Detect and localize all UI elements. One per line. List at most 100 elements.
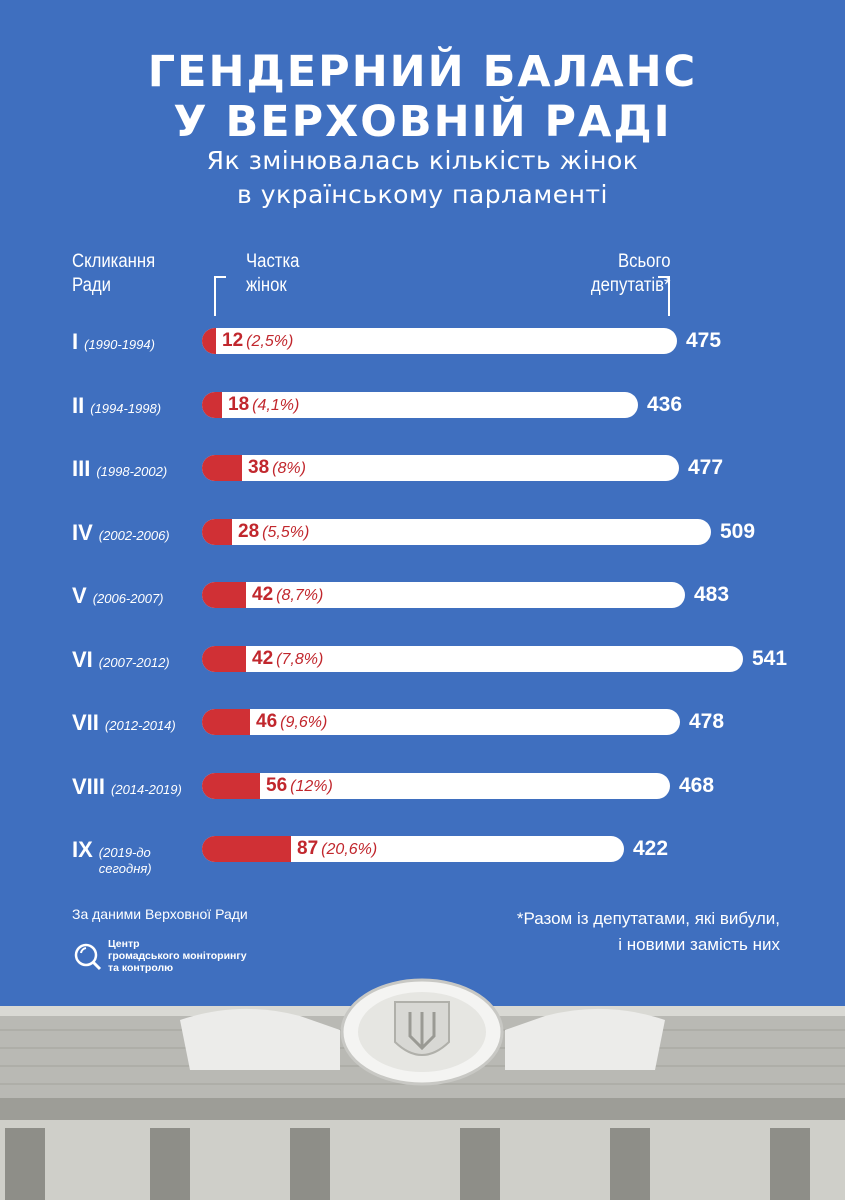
convocation-period: (2007-2012) [98,655,170,670]
header-total: Всього депутатів* [591,250,671,298]
women-value-label: 38 (8%) [248,458,306,479]
total-deputies-label: 509 [720,520,756,543]
women-count: 56 [266,775,288,796]
women-count: 12 [222,330,244,351]
women-bar [202,519,232,545]
convocation-label: VI (2007-2012) [72,647,170,673]
women-count: 42 [252,584,274,605]
magnifier-logo-icon [74,943,102,971]
total-deputies-bar: 87 (20,6%) [202,836,624,862]
convocation-period: (2019-до сегодня) [98,845,152,876]
footnote: *Разом із депутатами, які вибули, і нови… [517,906,780,958]
women-share: (2,5%) [246,333,294,350]
convocation-label: IX (2019-до сегодня) [72,837,159,877]
total-deputies-bar: 38 (8%) [202,455,679,481]
women-bar [202,773,260,799]
women-bar [202,455,242,481]
header-share-line-1: Частка [246,251,300,272]
footnote-line-1: *Разом із депутатами, які вибули, [516,909,780,928]
convocation-period: (2002-2006) [98,528,170,543]
share-bracket [214,276,226,316]
convocation-period: (1998-2002) [96,464,168,479]
women-value-label: 56 (12%) [266,776,333,797]
convocation-number: VII [72,710,99,735]
total-deputies-bar: 42 (7,8%) [202,646,743,672]
source-note: За даними Верховної Ради [72,906,248,922]
convocation-label: I (1990-1994) [72,329,155,355]
header-share-line-2: жінок [246,275,287,296]
convocation-label: VII (2012-2014) [72,710,176,736]
convocation-number: V [72,583,87,608]
header-convocation-line-1: Скликання [72,251,156,272]
women-share: (12%) [290,778,333,795]
logo: Центр громадського моніторингу та контро… [72,938,247,974]
convocation-number: IV [72,520,93,545]
total-deputies-bar: 18 (4,1%) [202,392,638,418]
convocation-period: (2006-2007) [92,591,164,606]
women-bar [202,582,246,608]
convocation-label: III (1998-2002) [72,456,167,482]
header-share: Частка жінок [246,250,299,298]
logo-line-1: Центр [108,938,140,950]
convocation-number: I [72,329,79,354]
total-deputies-label: 483 [694,583,730,606]
convocation-label: IV (2002-2006) [72,520,170,546]
women-count: 46 [256,711,278,732]
convocation-label: II (1994-1998) [72,393,161,419]
total-deputies-bar: 46 (9,6%) [202,709,680,735]
women-share: (8,7%) [276,587,324,604]
logo-line-2: громадського моніторингу [108,950,247,962]
convocation-number: II [72,393,85,418]
parliament-building-image [0,978,845,1200]
logo-line-3: та контролю [108,962,174,974]
women-value-label: 42 (8,7%) [252,585,323,606]
women-value-label: 12 (2,5%) [222,331,293,352]
total-deputies-label: 468 [679,774,715,797]
women-value-label: 87 (20,6%) [297,839,377,860]
women-share: (20,6%) [321,841,378,858]
women-bar [202,709,250,735]
header-total-line-1: Всього [617,251,671,272]
total-deputies-label: 422 [633,837,669,860]
total-deputies-bar: 56 (12%) [202,773,670,799]
convocation-period: (1990-1994) [84,337,155,352]
convocation-label: V (2006-2007) [72,583,164,609]
convocation-number: III [72,456,91,481]
women-value-label: 46 (9,6%) [256,712,327,733]
women-count: 28 [238,521,260,542]
women-bar [202,646,246,672]
women-bar [202,328,216,354]
convocation-number: VIII [72,774,106,799]
convocation-number: VI [72,647,93,672]
women-share: (9,6%) [280,714,328,731]
women-value-label: 18 (4,1%) [228,395,299,416]
women-value-label: 28 (5,5%) [238,522,309,543]
women-share: (5,5%) [262,524,310,541]
total-bracket [658,276,670,316]
header-total-line-2: депутатів* [590,275,671,296]
convocation-period: (2014-2019) [111,782,182,797]
convocation-label: VIII (2014-2019) [72,774,182,800]
title-line-1: ГЕНДЕРНИЙ БАЛАНС [147,47,698,97]
header-convocation-line-2: Ради [72,275,111,296]
total-deputies-bar: 12 (2,5%) [202,328,677,354]
total-deputies-label: 541 [752,647,788,670]
subtitle-line-1: Як змінювалась кількість жінок [206,146,639,175]
title-line-2: У ВЕРХОВНІЙ РАДІ [173,97,672,147]
women-count: 42 [252,648,274,669]
logo-text: Центр громадського моніторингу та контро… [108,938,247,974]
convocation-number: IX [72,837,93,862]
women-share: (8%) [272,460,306,477]
header-convocation: Скликання Ради [72,250,155,298]
women-bar [202,392,222,418]
total-deputies-label: 436 [647,393,683,416]
women-count: 38 [248,457,270,478]
total-deputies-label: 477 [688,456,724,479]
total-deputies-bar: 42 (8,7%) [202,582,685,608]
women-bar [202,836,291,862]
convocation-period: (1994-1998) [90,401,162,416]
women-share: (7,8%) [276,651,324,668]
convocation-period: (2012-2014) [104,718,176,733]
footnote-line-2: і новими замість них [618,935,780,954]
women-count: 18 [228,394,250,415]
